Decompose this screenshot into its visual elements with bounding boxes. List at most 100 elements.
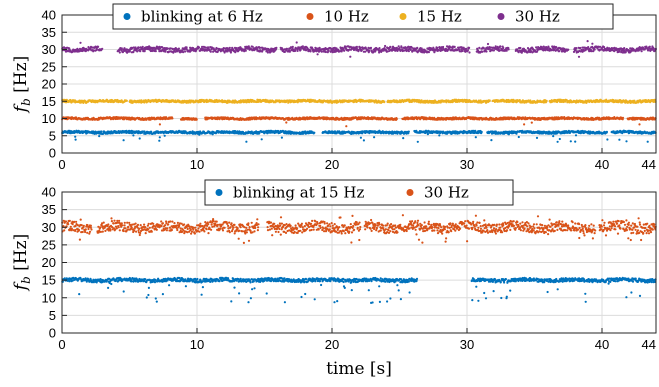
data-point bbox=[245, 141, 247, 143]
data-point bbox=[285, 121, 287, 123]
data-point bbox=[383, 101, 385, 103]
data-point bbox=[360, 137, 362, 139]
data-point bbox=[97, 46, 99, 48]
data-point bbox=[281, 137, 283, 139]
data-point bbox=[467, 49, 469, 51]
data-point bbox=[204, 46, 206, 48]
data-point bbox=[68, 47, 70, 49]
data-point bbox=[622, 117, 624, 119]
data-point bbox=[139, 137, 141, 139]
data-point bbox=[647, 141, 649, 143]
data-point bbox=[389, 46, 391, 48]
data-point bbox=[373, 136, 375, 138]
data-point bbox=[186, 46, 188, 48]
data-point bbox=[119, 51, 121, 53]
data-point bbox=[402, 137, 404, 139]
data-point bbox=[552, 135, 554, 137]
data-point bbox=[289, 51, 291, 53]
data-point bbox=[178, 48, 180, 50]
data-point bbox=[100, 130, 102, 132]
data-point bbox=[123, 139, 125, 141]
data-point bbox=[378, 47, 380, 49]
data-point bbox=[294, 50, 296, 52]
data-point bbox=[297, 50, 299, 52]
data-point bbox=[313, 132, 315, 134]
data-point bbox=[328, 50, 330, 52]
data-point bbox=[638, 123, 640, 125]
data-point bbox=[300, 49, 302, 51]
data-point bbox=[408, 50, 410, 52]
data-point bbox=[523, 123, 525, 125]
data-point bbox=[536, 137, 538, 139]
data-point bbox=[98, 135, 100, 137]
data-point bbox=[261, 50, 263, 52]
data-point bbox=[87, 46, 89, 48]
data-point bbox=[454, 46, 456, 48]
data-point bbox=[155, 50, 157, 52]
data-point bbox=[349, 56, 351, 58]
data-point bbox=[182, 51, 184, 53]
data-point bbox=[321, 51, 323, 53]
data-point bbox=[363, 139, 365, 141]
data-point bbox=[150, 131, 152, 133]
data-point bbox=[410, 49, 412, 51]
data-point bbox=[574, 141, 576, 143]
data-point bbox=[474, 130, 476, 132]
data-point bbox=[428, 51, 430, 53]
data-point bbox=[489, 99, 491, 101]
data-point bbox=[267, 51, 269, 53]
data-point bbox=[164, 135, 166, 137]
data-point bbox=[132, 134, 134, 136]
data-point bbox=[79, 42, 81, 44]
data-point bbox=[309, 50, 311, 52]
data-point bbox=[159, 123, 161, 125]
data-point bbox=[396, 118, 398, 120]
data-point bbox=[210, 51, 212, 53]
data-point bbox=[481, 131, 483, 133]
data-point bbox=[275, 47, 277, 49]
data-point bbox=[126, 100, 128, 102]
data-point bbox=[184, 50, 186, 52]
data-point bbox=[606, 138, 608, 140]
data-point bbox=[436, 47, 438, 49]
data-point bbox=[345, 125, 347, 127]
data-point bbox=[475, 136, 477, 138]
data-point bbox=[286, 48, 288, 50]
data-point bbox=[245, 50, 247, 52]
data-point bbox=[356, 46, 358, 48]
data-point bbox=[138, 47, 140, 49]
data-point bbox=[317, 53, 319, 55]
data-point bbox=[224, 51, 226, 53]
data-point bbox=[519, 99, 521, 101]
data-point bbox=[325, 51, 327, 53]
data-point bbox=[518, 136, 520, 138]
data-point bbox=[531, 122, 533, 124]
data-point bbox=[166, 47, 168, 49]
data-point bbox=[559, 138, 561, 140]
data-point bbox=[230, 51, 232, 53]
data-point bbox=[625, 140, 627, 142]
data-point bbox=[368, 50, 370, 52]
data-point bbox=[570, 140, 572, 142]
data-point bbox=[75, 139, 77, 141]
data-point bbox=[575, 134, 577, 136]
data-point bbox=[292, 46, 294, 48]
data-point bbox=[401, 46, 403, 48]
data-point bbox=[408, 131, 410, 133]
data-point bbox=[159, 136, 161, 138]
data-point bbox=[606, 131, 608, 133]
data-point bbox=[546, 100, 548, 102]
data-point bbox=[229, 47, 231, 49]
data-point bbox=[618, 139, 620, 141]
data-point bbox=[236, 47, 238, 49]
data-point bbox=[343, 50, 345, 52]
data-point bbox=[198, 46, 200, 48]
data-point bbox=[261, 138, 263, 140]
data-point bbox=[129, 51, 131, 53]
data-point bbox=[142, 46, 144, 48]
data-point bbox=[101, 48, 103, 50]
data-point bbox=[196, 119, 198, 121]
data-point bbox=[384, 45, 386, 47]
